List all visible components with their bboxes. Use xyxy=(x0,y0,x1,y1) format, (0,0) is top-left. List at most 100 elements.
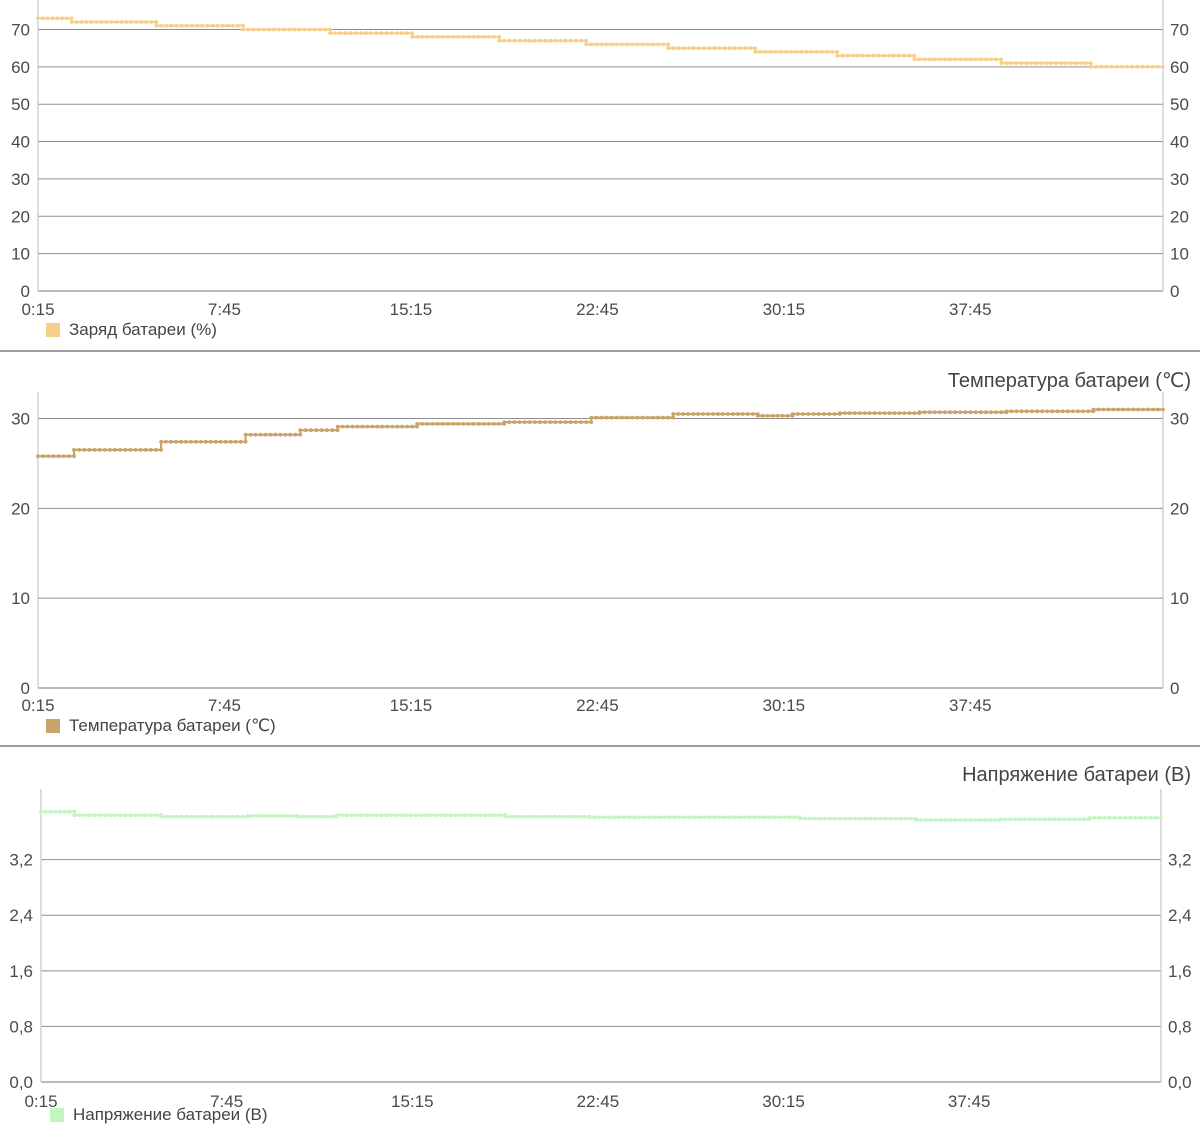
data-point xyxy=(225,23,230,28)
data-point xyxy=(40,16,45,21)
data-point xyxy=(87,448,92,452)
data-point xyxy=(635,42,640,47)
data-point xyxy=(394,31,399,36)
data-point xyxy=(1092,816,1097,820)
data-point xyxy=(863,816,868,821)
data-point xyxy=(508,814,512,819)
data-point xyxy=(236,23,240,28)
data-point xyxy=(797,816,802,821)
y-tick-label: 0 xyxy=(21,282,30,301)
panel-divider xyxy=(0,745,1200,747)
data-point xyxy=(39,809,43,814)
data-point xyxy=(579,38,583,43)
data-point xyxy=(907,411,912,415)
data-point xyxy=(1004,409,1009,414)
data-point xyxy=(390,424,395,429)
data-point xyxy=(892,411,897,415)
data-point xyxy=(582,814,587,819)
data-point xyxy=(133,813,138,818)
data-point xyxy=(261,27,266,32)
data-point xyxy=(785,413,790,418)
data-point xyxy=(933,57,937,62)
data-point xyxy=(527,814,532,819)
data-point xyxy=(799,50,804,54)
x-tick-label: 30:15 xyxy=(762,1092,805,1111)
data-point xyxy=(983,818,988,822)
data-point xyxy=(1042,817,1047,822)
data-point xyxy=(123,448,128,452)
data-point xyxy=(355,424,360,429)
data-point xyxy=(72,809,77,814)
data-point xyxy=(853,816,858,821)
data-point xyxy=(446,422,450,426)
data-point xyxy=(72,813,77,818)
data-point xyxy=(666,415,670,420)
data-point xyxy=(433,813,438,818)
data-point xyxy=(862,411,867,415)
data-point xyxy=(597,815,602,820)
data-point xyxy=(260,814,265,818)
data-point xyxy=(532,814,537,819)
data-point xyxy=(471,422,476,426)
data-point xyxy=(726,412,730,416)
data-point xyxy=(681,46,686,51)
data-point xyxy=(410,31,415,36)
y-tick-label: 30 xyxy=(1170,409,1189,428)
data-point xyxy=(1014,409,1019,414)
data-point xyxy=(820,50,824,54)
data-point xyxy=(1013,817,1017,822)
data-point xyxy=(1135,64,1140,69)
data-point xyxy=(1055,409,1060,414)
y-tick-label: 0 xyxy=(21,679,30,698)
data-point xyxy=(384,31,389,36)
data-point xyxy=(61,454,66,459)
data-point xyxy=(898,816,903,821)
data-point xyxy=(60,16,64,21)
data-point xyxy=(253,432,258,437)
voltage-chart: 0,0 0,0 0,8 0,8 1,6 1,6 2,4 2,4 3,2 3,2 0:15 7:45 15… xyxy=(9,789,1192,1111)
y-tick-label: 70 xyxy=(11,20,30,39)
data-point xyxy=(943,57,947,62)
data-point xyxy=(702,815,707,820)
data-point xyxy=(842,411,847,415)
y-tick-label: 10 xyxy=(11,589,30,608)
data-point xyxy=(743,46,747,51)
data-point xyxy=(404,813,408,818)
data-point xyxy=(558,38,563,43)
y-tick-label: 20 xyxy=(11,207,30,226)
data-point xyxy=(782,815,787,820)
data-point xyxy=(897,53,901,58)
data-point xyxy=(486,422,491,426)
data-point xyxy=(385,424,390,429)
data-point xyxy=(856,53,860,58)
data-point xyxy=(838,816,842,821)
data-point xyxy=(210,23,215,28)
data-point xyxy=(138,448,143,452)
data-point xyxy=(369,813,374,818)
data-point xyxy=(622,815,627,820)
data-point xyxy=(902,53,906,58)
y-tick-label: 3,2 xyxy=(9,851,33,870)
data-point xyxy=(77,448,82,452)
data-point xyxy=(154,448,158,452)
x-tick-label: 0:15 xyxy=(24,1092,57,1111)
data-point xyxy=(767,815,772,820)
data-point xyxy=(732,815,737,820)
data-point xyxy=(696,412,700,416)
data-point xyxy=(36,16,40,21)
data-point xyxy=(99,20,104,24)
data-point xyxy=(1087,816,1092,820)
data-point xyxy=(345,424,350,429)
data-point xyxy=(220,814,225,819)
data-point xyxy=(828,816,832,821)
data-point xyxy=(1111,407,1116,412)
data-point xyxy=(711,412,715,416)
data-point xyxy=(344,813,349,818)
data-point xyxy=(1069,61,1073,65)
data-point xyxy=(747,815,752,820)
data-point xyxy=(67,809,72,814)
data-point xyxy=(453,813,458,818)
data-point xyxy=(228,439,233,444)
data-point xyxy=(599,415,604,420)
data-point xyxy=(169,439,173,444)
